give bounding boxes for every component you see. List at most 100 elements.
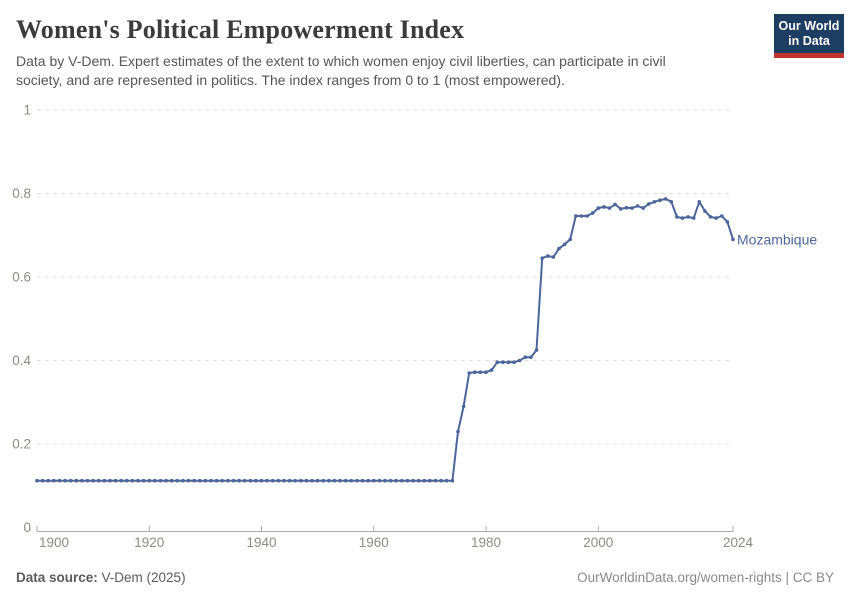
data-point[interactable] bbox=[680, 216, 685, 220]
data-point[interactable] bbox=[456, 429, 460, 434]
data-point[interactable] bbox=[635, 204, 640, 208]
data-point[interactable] bbox=[158, 478, 163, 483]
data-point[interactable] bbox=[540, 256, 544, 261]
data-point[interactable] bbox=[562, 242, 567, 247]
data-point[interactable] bbox=[473, 370, 477, 375]
data-point[interactable] bbox=[529, 355, 533, 360]
data-point[interactable] bbox=[209, 478, 213, 483]
data-point[interactable] bbox=[214, 478, 219, 483]
data-point[interactable] bbox=[478, 370, 483, 375]
data-point[interactable] bbox=[242, 478, 247, 483]
data-point[interactable] bbox=[708, 215, 713, 219]
data-point[interactable] bbox=[248, 478, 253, 483]
data-point[interactable] bbox=[119, 478, 123, 483]
data-point[interactable] bbox=[624, 205, 629, 210]
data-point[interactable] bbox=[360, 478, 365, 483]
data-point[interactable] bbox=[181, 478, 185, 483]
data-point[interactable] bbox=[416, 478, 421, 483]
data-point[interactable] bbox=[433, 478, 438, 483]
data-point[interactable] bbox=[136, 478, 140, 483]
data-point[interactable] bbox=[74, 478, 79, 483]
data-point[interactable] bbox=[321, 478, 326, 483]
data-point[interactable] bbox=[703, 209, 707, 213]
data-point[interactable] bbox=[52, 478, 56, 483]
data-point[interactable] bbox=[343, 478, 348, 483]
data-point[interactable] bbox=[501, 360, 505, 365]
data-point[interactable] bbox=[259, 478, 264, 483]
data-point[interactable] bbox=[169, 478, 174, 483]
data-point[interactable] bbox=[310, 478, 314, 483]
data-point[interactable] bbox=[46, 478, 50, 483]
data-point[interactable] bbox=[585, 214, 589, 218]
data-point[interactable] bbox=[647, 202, 651, 206]
data-point[interactable] bbox=[355, 478, 359, 483]
data-point[interactable] bbox=[512, 360, 516, 365]
data-point[interactable] bbox=[80, 478, 84, 483]
data-point[interactable] bbox=[607, 206, 612, 210]
data-point[interactable] bbox=[270, 478, 275, 483]
data-point[interactable] bbox=[141, 478, 146, 483]
data-point[interactable] bbox=[630, 206, 634, 210]
data-point[interactable] bbox=[428, 478, 432, 483]
data-point[interactable] bbox=[153, 478, 157, 483]
data-point[interactable] bbox=[450, 478, 455, 483]
data-point[interactable] bbox=[663, 197, 668, 201]
data-point[interactable] bbox=[691, 216, 696, 220]
data-point[interactable] bbox=[574, 214, 578, 218]
data-point[interactable] bbox=[467, 371, 472, 375]
data-point[interactable] bbox=[130, 478, 135, 483]
owid-logo[interactable]: Our World in Data bbox=[774, 14, 844, 58]
data-point[interactable] bbox=[444, 478, 449, 483]
data-point[interactable] bbox=[489, 368, 494, 372]
data-point[interactable] bbox=[108, 478, 112, 483]
data-point[interactable] bbox=[377, 478, 382, 483]
data-point[interactable] bbox=[411, 478, 415, 483]
data-point[interactable] bbox=[394, 478, 399, 483]
data-point[interactable] bbox=[590, 211, 595, 215]
data-point[interactable] bbox=[422, 478, 427, 483]
series-label-mozambique[interactable]: Mozambique bbox=[737, 231, 817, 247]
data-point[interactable] bbox=[186, 478, 191, 483]
data-point[interactable] bbox=[439, 478, 443, 483]
data-point[interactable] bbox=[175, 478, 180, 483]
data-point[interactable] bbox=[372, 478, 376, 483]
data-point[interactable] bbox=[254, 478, 258, 483]
data-point[interactable] bbox=[495, 360, 500, 365]
series-line-mozambique[interactable] bbox=[37, 197, 734, 482]
data-point[interactable] bbox=[551, 255, 556, 259]
data-point[interactable] bbox=[231, 478, 236, 483]
data-point[interactable] bbox=[725, 220, 730, 224]
data-point[interactable] bbox=[613, 202, 617, 207]
data-point[interactable] bbox=[164, 478, 168, 483]
data-point[interactable] bbox=[523, 355, 528, 360]
data-point[interactable] bbox=[276, 478, 281, 483]
data-point[interactable] bbox=[349, 478, 354, 483]
data-point[interactable] bbox=[85, 478, 90, 483]
data-point[interactable] bbox=[40, 478, 45, 483]
data-point[interactable] bbox=[686, 215, 690, 219]
data-point[interactable] bbox=[220, 478, 224, 483]
data-point[interactable] bbox=[658, 198, 662, 202]
data-point[interactable] bbox=[304, 478, 309, 483]
data-point[interactable] bbox=[579, 214, 584, 218]
data-point[interactable] bbox=[96, 478, 101, 483]
data-point[interactable] bbox=[675, 215, 679, 219]
data-point[interactable] bbox=[388, 478, 393, 483]
data-point[interactable] bbox=[596, 206, 601, 210]
data-point[interactable] bbox=[602, 205, 606, 209]
data-point[interactable] bbox=[315, 478, 320, 483]
data-point[interactable] bbox=[731, 237, 735, 242]
data-point[interactable] bbox=[557, 246, 561, 251]
data-point[interactable] bbox=[517, 358, 522, 363]
data-point[interactable] bbox=[287, 478, 292, 483]
data-point[interactable] bbox=[461, 404, 466, 409]
data-point[interactable] bbox=[506, 360, 511, 365]
data-point[interactable] bbox=[198, 478, 202, 483]
data-point[interactable] bbox=[68, 478, 73, 483]
data-point[interactable] bbox=[383, 478, 387, 483]
data-point[interactable] bbox=[652, 200, 657, 204]
data-point[interactable] bbox=[102, 478, 107, 483]
data-point[interactable] bbox=[405, 478, 410, 483]
data-point[interactable] bbox=[714, 216, 718, 220]
data-point[interactable] bbox=[338, 478, 342, 483]
